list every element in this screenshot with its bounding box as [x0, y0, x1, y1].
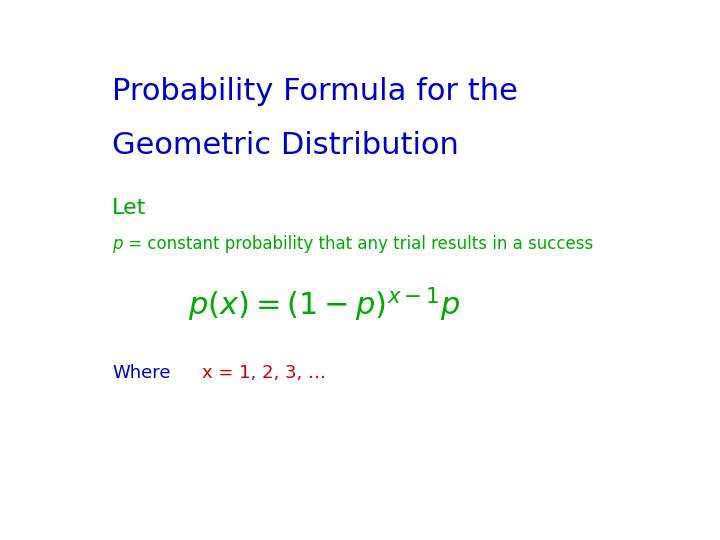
Text: Probability Formula for the: Probability Formula for the	[112, 77, 518, 106]
Text: p: p	[112, 235, 123, 253]
Text: Geometric Distribution: Geometric Distribution	[112, 131, 459, 160]
Text: Let: Let	[112, 198, 147, 218]
Text: Where: Where	[112, 364, 171, 382]
Text: $\mathit{p}(\mathit{x}) = (1-\mathit{p})^{\mathit{x}-1}\mathit{p}$: $\mathit{p}(\mathit{x}) = (1-\mathit{p})…	[188, 285, 461, 323]
Text: x = 1, 2, 3, …: x = 1, 2, 3, …	[202, 364, 325, 382]
Text: = constant probability that any trial results in a success: = constant probability that any trial re…	[124, 235, 594, 253]
